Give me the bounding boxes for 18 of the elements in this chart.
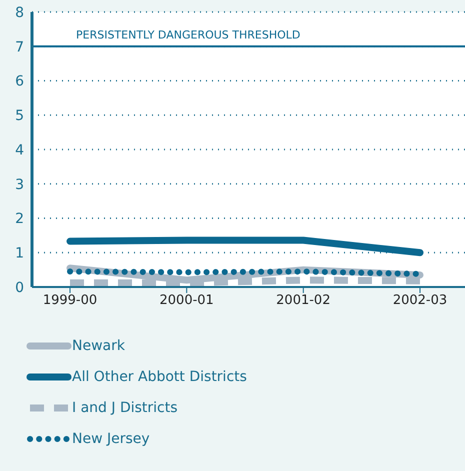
legend-label: All Other Abbott Districts: [72, 368, 247, 384]
legend-label: Newark: [72, 338, 125, 354]
x-tick-label: 1999-00: [42, 293, 98, 308]
y-tick-label: 7: [15, 39, 24, 56]
legend-label: New Jersey: [72, 430, 150, 446]
x-tick-label: 2001-02: [276, 293, 330, 308]
y-tick-label: 4: [15, 142, 24, 158]
y-tick-label: 1: [15, 246, 24, 262]
ref-line-label: PERSISTENTLY DANGEROUS THRESHOLD: [76, 28, 300, 42]
y-tick-label: 5: [15, 108, 24, 124]
y-tick-label: 6: [15, 74, 24, 90]
y-tick-label: 8: [15, 4, 24, 21]
y-tick-label: 3: [15, 176, 24, 193]
x-tick-label: 2002-03: [392, 293, 448, 308]
legend-label: I and J Districts: [72, 400, 178, 416]
y-tick-label: 2: [15, 211, 24, 228]
y-tick-label: 0: [15, 280, 24, 296]
x-tick-label: 2000-01: [160, 293, 214, 308]
